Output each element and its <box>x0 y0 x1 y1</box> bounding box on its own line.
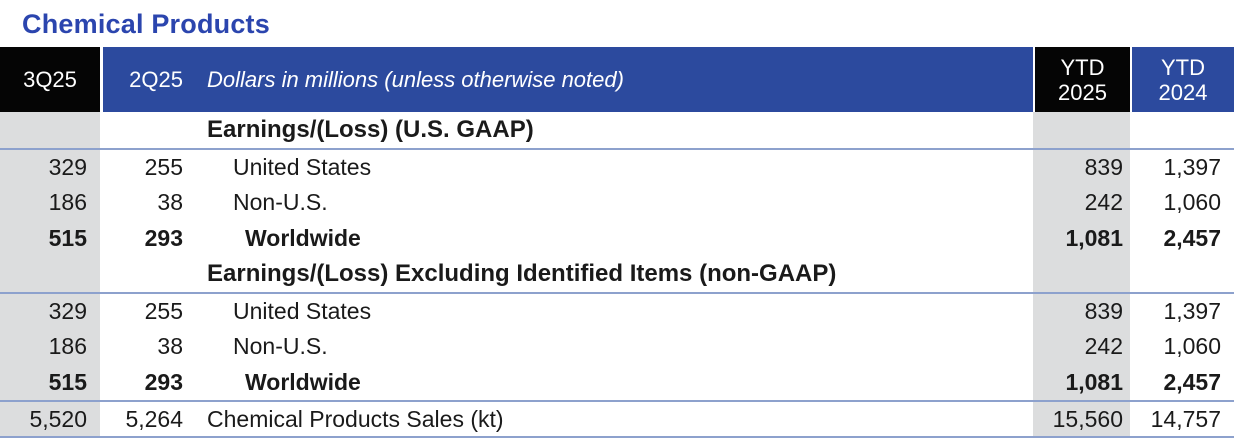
cell-2q25: 5,264 <box>125 405 183 432</box>
cell-ytd2025 <box>1033 256 1130 292</box>
cell-ytd2024: 1,397 <box>1163 297 1221 324</box>
cell-2q25: 255 <box>144 153 183 180</box>
cell-3q25 <box>0 112 100 148</box>
cell-3q25: 5,520 <box>0 402 100 436</box>
cell-2q25: 293 <box>144 368 183 395</box>
cell-ytd2024: 14,757 <box>1150 405 1221 432</box>
cell-ytd2025: 242 <box>1033 328 1130 364</box>
page-title: Chemical Products <box>22 9 270 39</box>
cell-ytd2024: 1,397 <box>1163 153 1221 180</box>
cell-label: Non-U.S. <box>233 188 328 215</box>
cell-ytd2025 <box>1033 112 1130 148</box>
cell-label: Non-U.S. <box>233 332 328 359</box>
ytd-2024-line2: 2024 <box>1158 79 1208 105</box>
cell-ytd2024: 1,060 <box>1163 332 1221 359</box>
cell-3q25 <box>0 256 100 292</box>
header-cell-ytd-2024: YTD 2024 <box>1130 47 1234 112</box>
cell-3q25: 186 <box>0 328 100 364</box>
cell-3q25: 186 <box>0 184 100 220</box>
section-heading-row: Earnings/(Loss) (U.S. GAAP) <box>0 112 1234 148</box>
cell-label: Worldwide <box>245 368 361 395</box>
cell-ytd2025: 839 <box>1033 294 1130 328</box>
cell-2q25: 38 <box>157 332 183 359</box>
chemical-products-table: 3Q25 2Q25 Dollars in millions (unless ot… <box>0 47 1234 438</box>
section-heading: Earnings/(Loss) (U.S. GAAP) <box>207 116 534 143</box>
header-cell-2q25: 2Q25 <box>100 47 190 112</box>
cell-3q25: 329 <box>0 294 100 328</box>
cell-ytd2024: 2,457 <box>1163 224 1221 251</box>
footer-row-sales: 5,520 5,264 Chemical Products Sales (kt)… <box>0 400 1234 438</box>
cell-ytd2025: 1,081 <box>1033 220 1130 256</box>
cell-2q25: 293 <box>144 224 183 251</box>
data-row: 186 38 Non-U.S. 242 1,060 <box>0 328 1234 364</box>
section-heading-row: Earnings/(Loss) Excluding Identified Ite… <box>0 256 1234 292</box>
section-heading: Earnings/(Loss) Excluding Identified Ite… <box>207 260 837 287</box>
cell-ytd2024: 2,457 <box>1163 368 1221 395</box>
cell-3q25: 515 <box>0 364 100 400</box>
cell-label: Worldwide <box>245 224 361 251</box>
cell-2q25: 38 <box>157 188 183 215</box>
cell-ytd2025: 839 <box>1033 150 1130 184</box>
cell-label: Chemical Products Sales (kt) <box>207 405 504 432</box>
header-cell-3q25: 3Q25 <box>0 47 100 112</box>
table-header-row: 3Q25 2Q25 Dollars in millions (unless ot… <box>0 47 1234 112</box>
data-row-total: 515 293 Worldwide 1,081 2,457 <box>0 220 1234 256</box>
cell-ytd2024: 1,060 <box>1163 188 1221 215</box>
header-cell-units-note: Dollars in millions (unless otherwise no… <box>190 47 1033 112</box>
cell-label: United States <box>233 153 372 180</box>
cell-ytd2025: 15,560 <box>1033 402 1130 436</box>
cell-3q25: 515 <box>0 220 100 256</box>
cell-ytd2025: 1,081 <box>1033 364 1130 400</box>
data-row-total: 515 293 Worldwide 1,081 2,457 <box>0 364 1234 400</box>
cell-2q25: 255 <box>144 297 183 324</box>
data-row: 329 255 United States 839 1,397 <box>0 148 1234 184</box>
header-cell-ytd-2025: YTD 2025 <box>1033 47 1130 112</box>
ytd-2025-line1: YTD <box>1060 54 1105 80</box>
data-row: 329 255 United States 839 1,397 <box>0 292 1234 328</box>
cell-3q25: 329 <box>0 150 100 184</box>
cell-ytd2025: 242 <box>1033 184 1130 220</box>
ytd-2024-line1: YTD <box>1161 54 1205 80</box>
data-row: 186 38 Non-U.S. 242 1,060 <box>0 184 1234 220</box>
cell-label: United States <box>233 297 372 324</box>
ytd-2025-line2: 2025 <box>1058 79 1107 105</box>
